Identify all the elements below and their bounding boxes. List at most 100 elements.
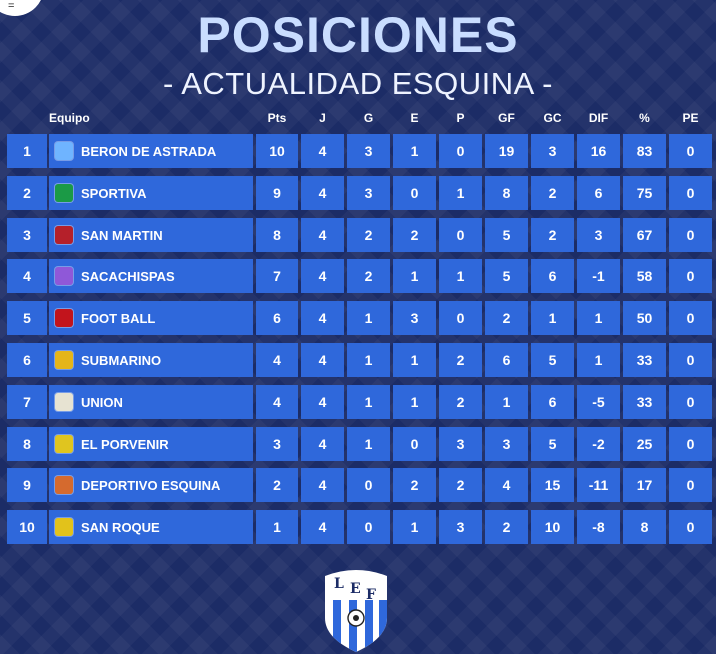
position-cell: 3 [7, 218, 47, 252]
sportiva-crest-icon [55, 184, 73, 202]
header-e: E [410, 111, 419, 125]
dif-cell: -8 [577, 510, 620, 544]
pct-cell: 67 [623, 218, 666, 252]
g-cell: 2 [347, 218, 390, 252]
pts-cell: 10 [256, 134, 298, 168]
position-cell: 9 [7, 468, 47, 502]
p-cell: 0 [439, 218, 482, 252]
team-name: EL PORVENIR [81, 436, 169, 452]
j-cell: 4 [301, 259, 344, 293]
pct-cell: 8 [623, 510, 666, 544]
table-row: 2 SPORTIVA 9 4 3 0 1 8 2 6 75 0 [0, 176, 716, 210]
pe-cell: 0 [669, 259, 712, 293]
pts-cell: 6 [256, 301, 298, 335]
j-cell: 4 [301, 301, 344, 335]
team-name: SACACHISPAS [81, 268, 175, 284]
logo-letter-e: E [350, 581, 361, 597]
team-cell: SUBMARINO [49, 343, 253, 377]
g-cell: 2 [347, 259, 390, 293]
p-cell: 0 [439, 134, 482, 168]
header-pct: % [639, 111, 650, 125]
table-row: 3 SAN MARTIN 8 4 2 2 0 5 2 3 67 0 [0, 218, 716, 252]
team-cell: FOOT BALL [49, 301, 253, 335]
position-cell: 2 [7, 176, 47, 210]
gf-cell: 5 [485, 218, 528, 252]
e-cell: 0 [393, 176, 436, 210]
position-cell: 7 [7, 385, 47, 419]
header-gc: GC [543, 111, 562, 125]
sacachispas-crest-icon [55, 267, 73, 285]
team-cell: SAN ROQUE [49, 510, 253, 544]
j-cell: 4 [301, 176, 344, 210]
pct-cell: 58 [623, 259, 666, 293]
corner-badge-text: = [8, 0, 15, 12]
pct-cell: 83 [623, 134, 666, 168]
header-gf: GF [498, 111, 515, 125]
team-cell: SPORTIVA [49, 176, 253, 210]
g-cell: 0 [347, 510, 390, 544]
header-team: Equipo [49, 111, 90, 125]
submarino-crest-icon [55, 351, 73, 369]
team-name: SPORTIVA [81, 185, 147, 201]
team-cell: SAN MARTIN [49, 218, 253, 252]
deportivo-esquina-crest-icon [55, 476, 73, 494]
pct-cell: 33 [623, 343, 666, 377]
g-cell: 3 [347, 176, 390, 210]
gc-cell: 2 [531, 176, 574, 210]
j-cell: 4 [301, 218, 344, 252]
pe-cell: 0 [669, 218, 712, 252]
p-cell: 1 [439, 176, 482, 210]
table-row: 7 UNION 4 4 1 1 2 1 6 -5 33 0 [0, 385, 716, 419]
logo-letter-f: F [366, 587, 376, 603]
gc-cell: 15 [531, 468, 574, 502]
e-cell: 1 [393, 134, 436, 168]
pts-cell: 1 [256, 510, 298, 544]
gc-cell: 5 [531, 343, 574, 377]
j-cell: 4 [301, 343, 344, 377]
team-name: UNION [81, 394, 123, 410]
gf-cell: 8 [485, 176, 528, 210]
j-cell: 4 [301, 385, 344, 419]
e-cell: 1 [393, 510, 436, 544]
team-cell: BERON DE ASTRADA [49, 134, 253, 168]
logo-letter-l: L [334, 576, 344, 592]
gf-cell: 2 [485, 510, 528, 544]
j-cell: 4 [301, 427, 344, 461]
gf-cell: 19 [485, 134, 528, 168]
pts-cell: 4 [256, 385, 298, 419]
gc-cell: 10 [531, 510, 574, 544]
pct-cell: 50 [623, 301, 666, 335]
table-row: 9 DEPORTIVO ESQUINA 2 4 0 2 2 4 15 -11 17 0 [0, 468, 716, 502]
p-cell: 3 [439, 427, 482, 461]
pts-cell: 3 [256, 427, 298, 461]
dif-cell: -11 [577, 468, 620, 502]
el-porvenir-crest-icon [55, 435, 73, 453]
page-title: POSICIONES [197, 7, 519, 63]
gf-cell: 6 [485, 343, 528, 377]
team-cell: DEPORTIVO ESQUINA [49, 468, 253, 502]
pts-cell: 8 [256, 218, 298, 252]
header-p: P [456, 111, 465, 125]
pe-cell: 0 [669, 343, 712, 377]
gc-cell: 1 [531, 301, 574, 335]
j-cell: 4 [301, 134, 344, 168]
position-cell: 10 [7, 510, 47, 544]
position-cell: 4 [7, 259, 47, 293]
lef-shield-icon: L E F [325, 570, 387, 652]
san-roque-crest-icon [55, 518, 73, 536]
team-name: FOOT BALL [81, 310, 156, 326]
pct-cell: 25 [623, 427, 666, 461]
j-cell: 4 [301, 468, 344, 502]
header-j: J [319, 111, 326, 125]
pts-cell: 4 [256, 343, 298, 377]
e-cell: 1 [393, 385, 436, 419]
pe-cell: 0 [669, 301, 712, 335]
pts-cell: 9 [256, 176, 298, 210]
table-row: 8 EL PORVENIR 3 4 1 0 3 3 5 -2 25 0 [0, 427, 716, 461]
page-subtitle: - ACTUALIDAD ESQUINA - [163, 66, 553, 101]
pct-cell: 75 [623, 176, 666, 210]
team-cell: UNION [49, 385, 253, 419]
p-cell: 0 [439, 301, 482, 335]
dif-cell: 3 [577, 218, 620, 252]
san-martin-crest-icon [55, 226, 73, 244]
